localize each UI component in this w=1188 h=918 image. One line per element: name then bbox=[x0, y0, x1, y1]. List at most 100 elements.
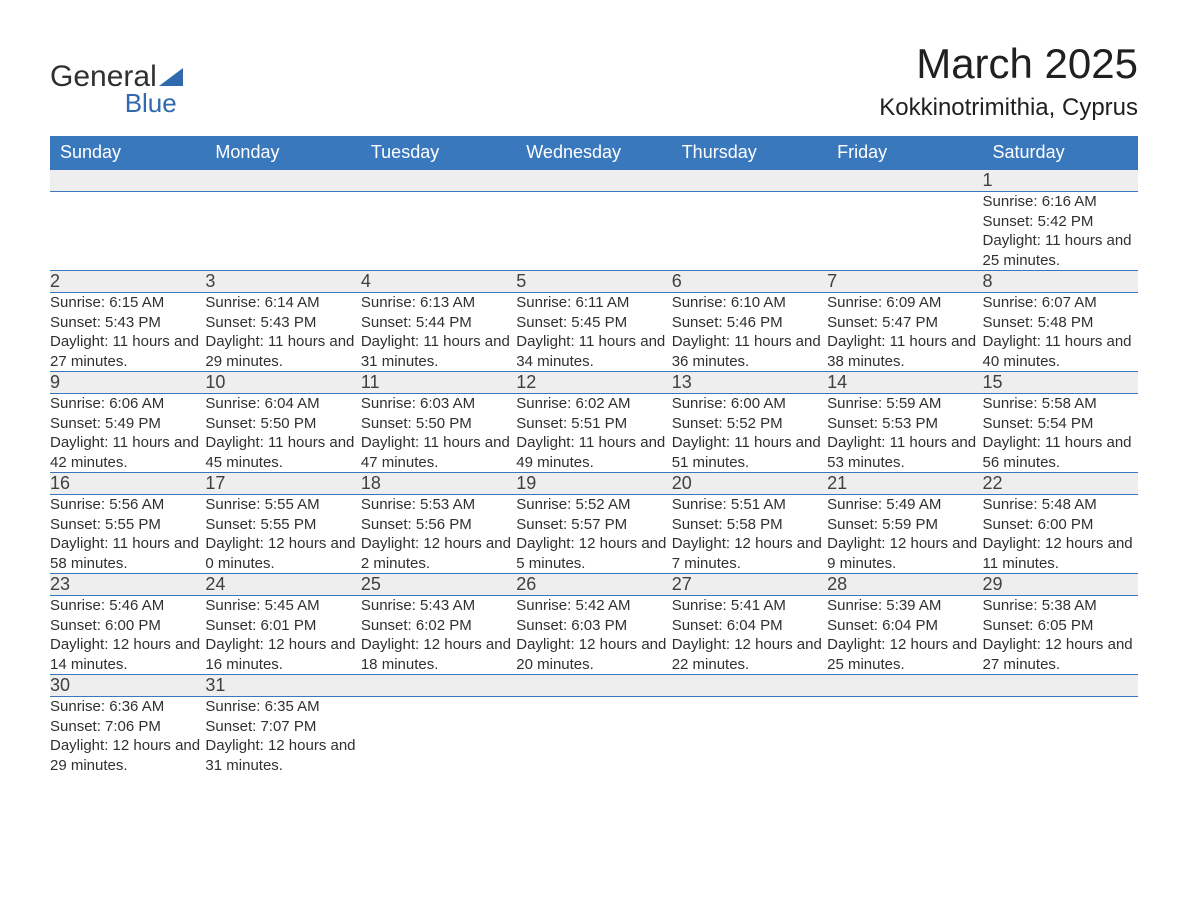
daylight-line: Daylight: 12 hours and 2 minutes. bbox=[361, 534, 516, 573]
day-content-cell: Sunrise: 6:13 AMSunset: 5:44 PMDaylight:… bbox=[361, 293, 516, 372]
day-number-cell: 21 bbox=[827, 473, 982, 495]
sunset-line: Sunset: 6:00 PM bbox=[50, 616, 205, 636]
daylight-line: Daylight: 12 hours and 22 minutes. bbox=[672, 635, 827, 674]
sunrise-line: Sunrise: 5:55 AM bbox=[205, 495, 360, 515]
content-row: Sunrise: 6:06 AMSunset: 5:49 PMDaylight:… bbox=[50, 394, 1138, 473]
day-number-cell bbox=[827, 675, 982, 697]
day-number-cell: 15 bbox=[983, 372, 1138, 394]
sunset-line: Sunset: 5:58 PM bbox=[672, 515, 827, 535]
day-content-cell: Sunrise: 5:52 AMSunset: 5:57 PMDaylight:… bbox=[516, 495, 671, 574]
day-content-cell: Sunrise: 6:36 AMSunset: 7:06 PMDaylight:… bbox=[50, 697, 205, 776]
sunrise-line: Sunrise: 6:15 AM bbox=[50, 293, 205, 313]
sunrise-line: Sunrise: 5:49 AM bbox=[827, 495, 982, 515]
day-content-cell: Sunrise: 6:16 AMSunset: 5:42 PMDaylight:… bbox=[983, 192, 1138, 271]
day-content-cell: Sunrise: 6:07 AMSunset: 5:48 PMDaylight:… bbox=[983, 293, 1138, 372]
sunset-line: Sunset: 5:52 PM bbox=[672, 414, 827, 434]
sunrise-line: Sunrise: 6:36 AM bbox=[50, 697, 205, 717]
day-number-cell: 30 bbox=[50, 675, 205, 697]
sunrise-line: Sunrise: 6:11 AM bbox=[516, 293, 671, 313]
sunset-line: Sunset: 5:46 PM bbox=[672, 313, 827, 333]
sunrise-line: Sunrise: 5:51 AM bbox=[672, 495, 827, 515]
day-number-cell: 5 bbox=[516, 271, 671, 293]
sunset-line: Sunset: 5:55 PM bbox=[50, 515, 205, 535]
sunrise-line: Sunrise: 6:00 AM bbox=[672, 394, 827, 414]
daylight-line: Daylight: 11 hours and 31 minutes. bbox=[361, 332, 516, 371]
sunset-line: Sunset: 5:50 PM bbox=[361, 414, 516, 434]
day-number-cell: 10 bbox=[205, 372, 360, 394]
daynum-row: 23242526272829 bbox=[50, 574, 1138, 596]
day-number-cell: 7 bbox=[827, 271, 982, 293]
sunset-line: Sunset: 5:54 PM bbox=[983, 414, 1138, 434]
daylight-line: Daylight: 12 hours and 16 minutes. bbox=[205, 635, 360, 674]
daynum-row: 16171819202122 bbox=[50, 473, 1138, 495]
day-number-cell: 4 bbox=[361, 271, 516, 293]
day-number-cell bbox=[50, 170, 205, 192]
day-content-cell: Sunrise: 6:09 AMSunset: 5:47 PMDaylight:… bbox=[827, 293, 982, 372]
day-number-cell: 29 bbox=[983, 574, 1138, 596]
day-number-cell: 13 bbox=[672, 372, 827, 394]
day-content-cell: Sunrise: 5:56 AMSunset: 5:55 PMDaylight:… bbox=[50, 495, 205, 574]
sunrise-line: Sunrise: 6:14 AM bbox=[205, 293, 360, 313]
day-content-cell: Sunrise: 5:41 AMSunset: 6:04 PMDaylight:… bbox=[672, 596, 827, 675]
daylight-line: Daylight: 11 hours and 40 minutes. bbox=[983, 332, 1138, 371]
day-content-cell: Sunrise: 5:39 AMSunset: 6:04 PMDaylight:… bbox=[827, 596, 982, 675]
sunrise-line: Sunrise: 6:07 AM bbox=[983, 293, 1138, 313]
daylight-line: Daylight: 11 hours and 58 minutes. bbox=[50, 534, 205, 573]
daylight-line: Daylight: 11 hours and 56 minutes. bbox=[983, 433, 1138, 472]
content-row: Sunrise: 6:16 AMSunset: 5:42 PMDaylight:… bbox=[50, 192, 1138, 271]
day-header: Thursday bbox=[672, 136, 827, 170]
sunset-line: Sunset: 6:04 PM bbox=[827, 616, 982, 636]
day-content-cell: Sunrise: 6:00 AMSunset: 5:52 PMDaylight:… bbox=[672, 394, 827, 473]
day-content-cell: Sunrise: 5:43 AMSunset: 6:02 PMDaylight:… bbox=[361, 596, 516, 675]
day-number-cell bbox=[827, 170, 982, 192]
day-number-cell: 22 bbox=[983, 473, 1138, 495]
day-content-cell: Sunrise: 5:55 AMSunset: 5:55 PMDaylight:… bbox=[205, 495, 360, 574]
day-number-cell: 31 bbox=[205, 675, 360, 697]
day-number-cell: 28 bbox=[827, 574, 982, 596]
sunrise-line: Sunrise: 6:10 AM bbox=[672, 293, 827, 313]
day-number-cell: 17 bbox=[205, 473, 360, 495]
sunset-line: Sunset: 5:59 PM bbox=[827, 515, 982, 535]
daylight-line: Daylight: 12 hours and 0 minutes. bbox=[205, 534, 360, 573]
day-number-cell bbox=[361, 170, 516, 192]
sunset-line: Sunset: 5:43 PM bbox=[205, 313, 360, 333]
content-row: Sunrise: 6:36 AMSunset: 7:06 PMDaylight:… bbox=[50, 697, 1138, 776]
day-content-cell bbox=[516, 697, 671, 776]
daylight-line: Daylight: 12 hours and 27 minutes. bbox=[983, 635, 1138, 674]
sunset-line: Sunset: 6:00 PM bbox=[983, 515, 1138, 535]
daylight-line: Daylight: 12 hours and 29 minutes. bbox=[50, 736, 205, 775]
day-number-cell: 16 bbox=[50, 473, 205, 495]
day-header-row: SundayMondayTuesdayWednesdayThursdayFrid… bbox=[50, 136, 1138, 170]
daylight-line: Daylight: 11 hours and 27 minutes. bbox=[50, 332, 205, 371]
daynum-row: 2345678 bbox=[50, 271, 1138, 293]
day-number-cell bbox=[516, 675, 671, 697]
header: General Blue March 2025 Kokkinotrimithia… bbox=[50, 40, 1138, 136]
daynum-row: 3031 bbox=[50, 675, 1138, 697]
daylight-line: Daylight: 11 hours and 53 minutes. bbox=[827, 433, 982, 472]
sunrise-line: Sunrise: 5:42 AM bbox=[516, 596, 671, 616]
sunrise-line: Sunrise: 6:02 AM bbox=[516, 394, 671, 414]
daylight-line: Daylight: 12 hours and 14 minutes. bbox=[50, 635, 205, 674]
daylight-line: Daylight: 12 hours and 20 minutes. bbox=[516, 635, 671, 674]
sunset-line: Sunset: 6:01 PM bbox=[205, 616, 360, 636]
daylight-line: Daylight: 12 hours and 11 minutes. bbox=[983, 534, 1138, 573]
day-content-cell bbox=[205, 192, 360, 271]
day-number-cell: 11 bbox=[361, 372, 516, 394]
day-number-cell bbox=[983, 675, 1138, 697]
sunset-line: Sunset: 5:56 PM bbox=[361, 515, 516, 535]
day-content-cell: Sunrise: 6:14 AMSunset: 5:43 PMDaylight:… bbox=[205, 293, 360, 372]
day-content-cell bbox=[50, 192, 205, 271]
sunset-line: Sunset: 5:43 PM bbox=[50, 313, 205, 333]
logo-triangle-icon bbox=[159, 68, 183, 86]
sunset-line: Sunset: 6:05 PM bbox=[983, 616, 1138, 636]
sunset-line: Sunset: 6:04 PM bbox=[672, 616, 827, 636]
day-content-cell: Sunrise: 5:59 AMSunset: 5:53 PMDaylight:… bbox=[827, 394, 982, 473]
day-content-cell: Sunrise: 5:58 AMSunset: 5:54 PMDaylight:… bbox=[983, 394, 1138, 473]
day-number-cell: 9 bbox=[50, 372, 205, 394]
day-number-cell: 19 bbox=[516, 473, 671, 495]
day-header: Monday bbox=[205, 136, 360, 170]
daylight-line: Daylight: 11 hours and 25 minutes. bbox=[983, 231, 1138, 270]
daylight-line: Daylight: 11 hours and 38 minutes. bbox=[827, 332, 982, 371]
day-content-cell bbox=[672, 697, 827, 776]
daylight-line: Daylight: 12 hours and 18 minutes. bbox=[361, 635, 516, 674]
